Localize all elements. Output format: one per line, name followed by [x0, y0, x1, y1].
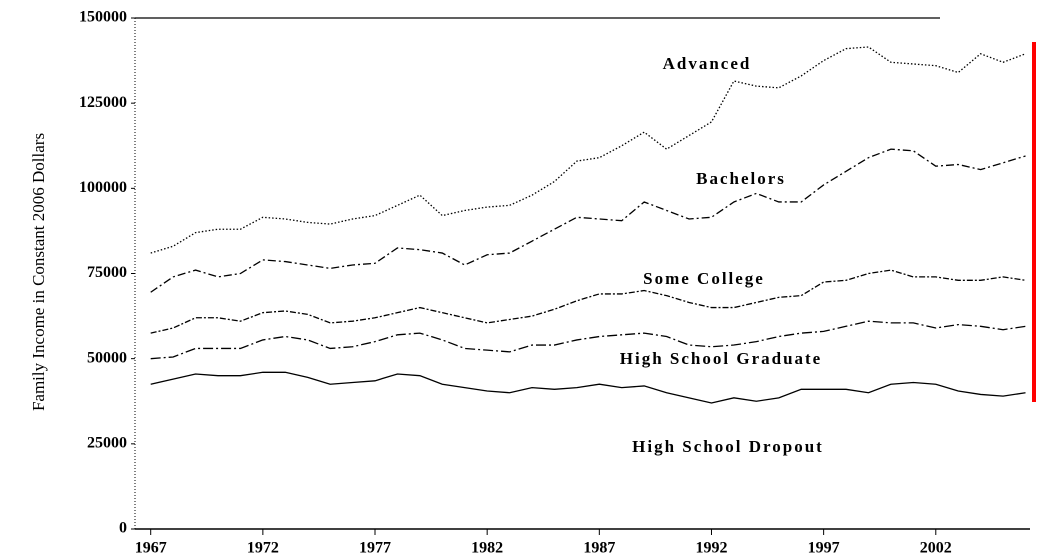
- y-tick-label: 100000: [79, 179, 127, 196]
- x-tick-label: 2002: [920, 540, 952, 557]
- series-label: Advanced: [663, 54, 752, 73]
- x-tick-label: 1997: [808, 540, 840, 557]
- x-tick-label: 1967: [135, 540, 167, 557]
- y-axis-label: Family Income in Constant 2006 Dollars: [29, 133, 48, 411]
- x-tick-label: 1972: [247, 540, 279, 557]
- series-line: [150, 320, 1026, 360]
- y-tick-label: 125000: [79, 94, 127, 111]
- y-tick-label: 150000: [79, 9, 127, 26]
- series-label: High School Dropout: [632, 437, 824, 456]
- y-tick-label: 50000: [87, 349, 127, 366]
- x-tick-label: 1992: [695, 540, 727, 557]
- y-tick-label: 0: [119, 520, 127, 537]
- series-line: [150, 269, 1026, 334]
- x-tick-label: 1982: [471, 540, 503, 557]
- series-line: [150, 371, 1026, 404]
- series-label: Some College: [643, 269, 765, 288]
- y-tick-label: 75000: [87, 264, 127, 281]
- y-tick-label: 25000: [87, 435, 127, 452]
- series-label: Bachelors: [696, 169, 786, 188]
- x-tick-label: 1987: [583, 540, 615, 557]
- series-line: [150, 148, 1026, 293]
- series-line: [150, 46, 1026, 254]
- x-tick-label: 1977: [359, 540, 391, 557]
- series-label: High School Graduate: [620, 349, 822, 368]
